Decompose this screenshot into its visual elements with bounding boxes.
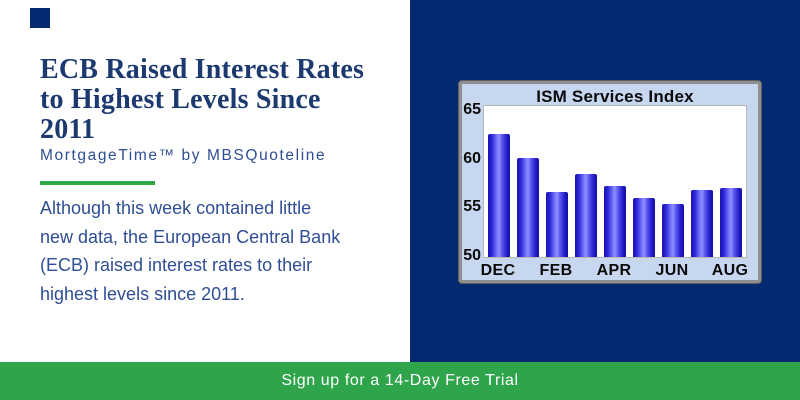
x-axis-label-feb: FEB <box>539 262 573 279</box>
bar-feb <box>546 192 568 257</box>
chart-plot <box>483 105 747 258</box>
x-axis-label-dec: DEC <box>480 262 516 279</box>
cta-banner[interactable]: Sign up for a 14-Day Free Trial <box>0 362 800 400</box>
y-axis-label-55: 55 <box>463 198 481 215</box>
article-body-line: new data, the European Central Bank <box>40 226 341 247</box>
bar-jul <box>691 190 713 257</box>
article-body-line: (ECB) raised interest rates to their <box>40 255 313 275</box>
y-axis-label-50: 50 <box>463 247 481 264</box>
bar-jan <box>517 158 539 257</box>
x-axis-label-apr: APR <box>596 262 632 279</box>
page-title-line: ECB Raised Interest Rates <box>40 54 365 85</box>
y-axis-label-60: 60 <box>463 150 481 167</box>
bar-may <box>633 198 655 257</box>
bar-dec <box>488 134 510 257</box>
ism-services-chart-card: ISM Services Index 65 60 55 50 DEC FEB APR JUN A… <box>459 81 761 283</box>
page-title-line: to Highest Levels Since <box>40 84 321 115</box>
bar-apr <box>604 186 626 257</box>
y-axis-label-65: 65 <box>463 101 481 118</box>
chart-title: ISM Services Index <box>536 87 694 106</box>
publication-subtitle: MortgageTime™ by MBSQuoteline <box>40 147 327 164</box>
article-body: Although this week contained little new … <box>40 194 340 308</box>
article-body-line: highest levels since 2011. <box>40 283 245 304</box>
bar-jun <box>662 204 684 257</box>
page-title-line: 2011 <box>40 114 96 145</box>
green-divider <box>40 181 155 185</box>
x-axis-label-aug: AUG <box>711 262 749 279</box>
page-title: ECB Raised Interest Rates to Highest Lev… <box>40 55 364 145</box>
article-body-line: Although this week contained little <box>40 198 312 218</box>
bar-aug <box>720 188 742 257</box>
brand-square <box>30 8 50 28</box>
bar-mar <box>575 174 597 257</box>
cta-label: Sign up for a 14-Day Free Trial <box>281 372 519 389</box>
x-axis-label-jun: JUN <box>655 262 689 279</box>
